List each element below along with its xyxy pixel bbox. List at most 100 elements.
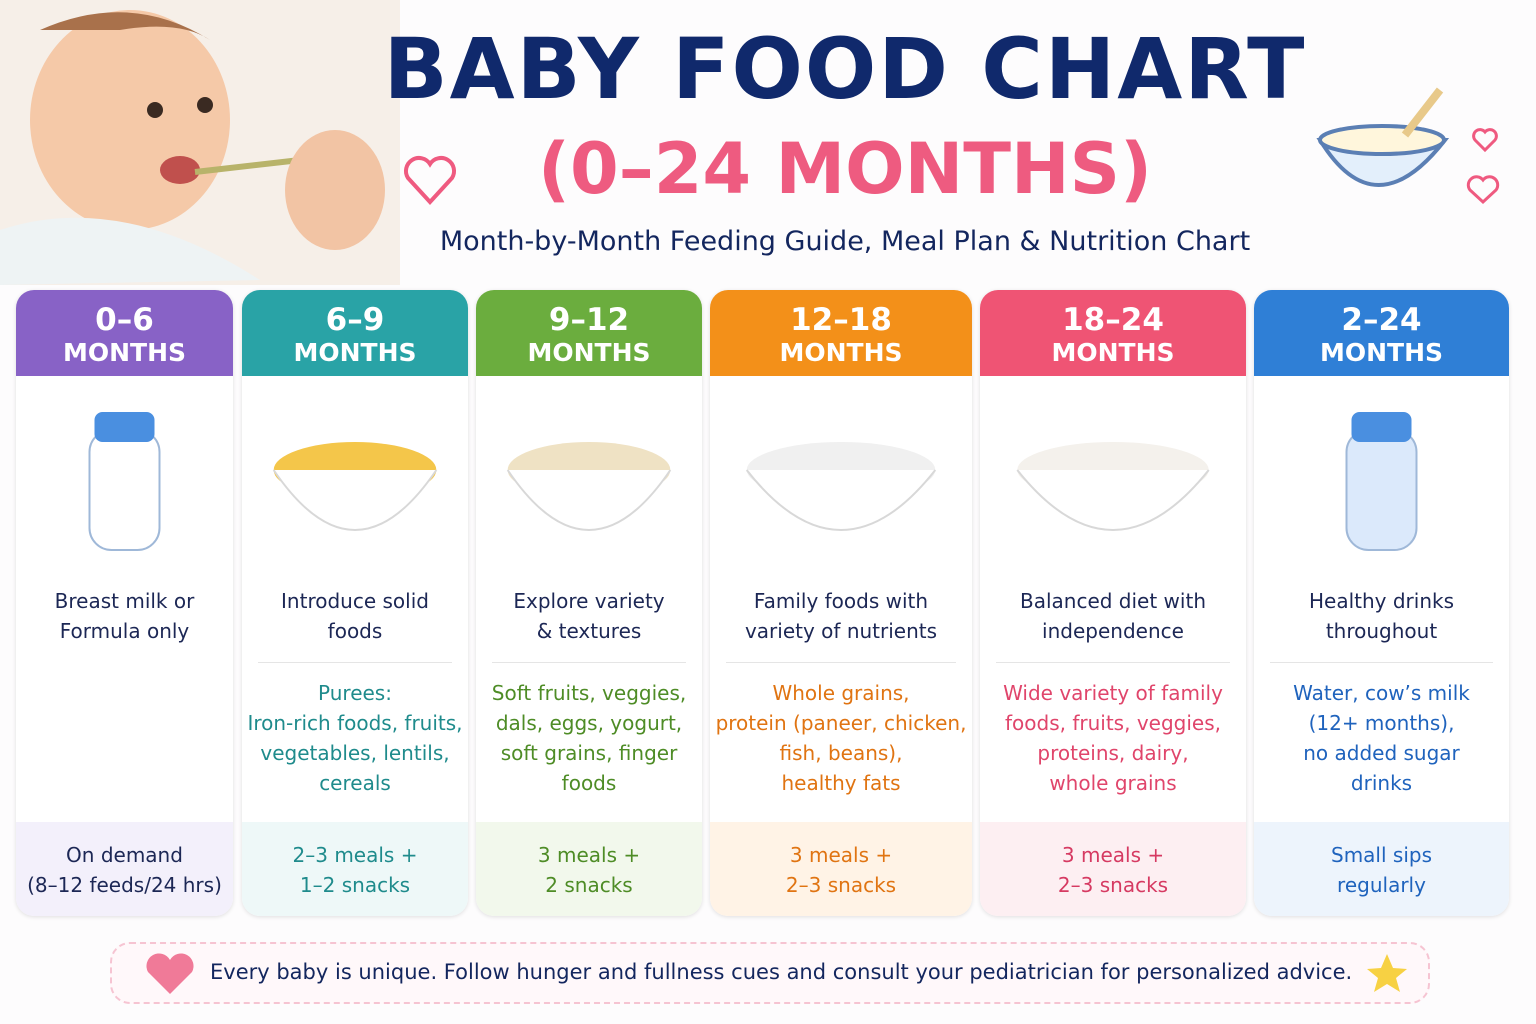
food-illustration — [88, 412, 161, 551]
frequency: 3 meals + 2 snacks — [476, 822, 702, 916]
divider — [492, 662, 686, 663]
summary: Explore variety & textures — [476, 586, 702, 646]
age-unit: MONTHS — [1051, 338, 1175, 367]
age-range: 9–12 — [548, 302, 630, 338]
frequency: 3 meals + 2–3 snacks — [710, 822, 972, 916]
frequency-line: Small sips — [1331, 843, 1432, 867]
summary-line: foods — [327, 619, 383, 643]
details-line: dals, eggs, yogurt, — [495, 711, 683, 735]
baby-illustration — [0, 0, 400, 285]
frequency-line: 2–3 meals + — [292, 843, 418, 867]
details-line: Soft fruits, veggies, — [491, 681, 687, 705]
summary-line: variety of nutrients — [744, 619, 938, 643]
details: Water, cow’s milk (12+ months), no added s… — [1254, 678, 1509, 798]
details-line: proteins, dairy, — [1037, 741, 1189, 765]
age-unit: MONTHS — [779, 338, 903, 367]
details-line: fish, beans), — [779, 741, 903, 765]
details-line: protein (paneer, chicken, — [715, 711, 967, 735]
details: Soft fruits, veggies, dals, eggs, yogurt,… — [476, 678, 702, 798]
summary: Healthy drinks throughout — [1254, 586, 1509, 646]
age-column: 2–24 MONTHS Healthy drinks throughout Water,… — [1254, 290, 1509, 916]
summary-line: throughout — [1325, 619, 1438, 643]
title: BABY FOOD CHART — [383, 20, 1307, 118]
details-line: whole grains — [1049, 771, 1177, 795]
summary-line: Breast milk or — [54, 589, 195, 613]
footer-box — [110, 942, 1430, 1004]
summary: Breast milk or Formula only — [16, 586, 233, 646]
summary-line: Healthy drinks — [1308, 589, 1455, 613]
details-line: (12+ months), — [1308, 711, 1455, 735]
summary-line: & textures — [536, 619, 642, 643]
column-header: 12–18 MONTHS — [710, 290, 972, 376]
frequency-line: regularly — [1337, 873, 1426, 897]
details-line: healthy fats — [781, 771, 901, 795]
column-header: 18–24 MONTHS — [980, 290, 1246, 376]
frequency-line: 3 meals + — [537, 843, 641, 867]
age-unit: MONTHS — [62, 338, 187, 367]
age-column: 18–24 MONTHS Balanced diet with independenc… — [980, 290, 1246, 916]
details: Purees: Iron-rich foods, fruits, vegetable… — [242, 678, 468, 798]
details-line: no added sugar — [1303, 741, 1460, 765]
food-illustration — [272, 442, 438, 531]
summary: Balanced diet with independence — [980, 586, 1246, 646]
age-range: 12–18 — [790, 302, 892, 338]
frequency-line: On demand — [66, 843, 183, 867]
frequency-line: 2 snacks — [545, 873, 633, 897]
frequency-line: 2–3 snacks — [785, 873, 897, 897]
food-illustration — [506, 442, 672, 531]
details-line: drinks — [1350, 771, 1413, 795]
details-line: vegetables, lentils, — [260, 741, 450, 765]
heart-icon — [146, 953, 194, 994]
age-unit: MONTHS — [293, 338, 417, 367]
food-illustration — [1016, 442, 1210, 531]
frequency-line: 2–3 snacks — [1057, 873, 1169, 897]
details-line: Water, cow’s milk — [1293, 681, 1470, 705]
summary-line: independence — [1042, 619, 1184, 643]
frequency: On demand (8–12 feeds/24 hrs) — [16, 822, 233, 916]
age-column: 12–18 MONTHS Family foods with variety of n… — [710, 290, 972, 916]
age-range: 6–9 — [325, 302, 385, 338]
frequency: Small sips regularly — [1254, 822, 1509, 916]
summary-line: Family foods with — [753, 589, 929, 613]
frequency-line: (8–12 feeds/24 hrs) — [27, 873, 222, 897]
frequency: 3 meals + 2–3 snacks — [980, 822, 1246, 916]
column-header: 0–6 MONTHS — [16, 290, 233, 376]
details-line: cereals — [319, 771, 391, 795]
frequency: 2–3 meals + 1–2 snacks — [242, 822, 468, 916]
bowl-illustration — [1316, 87, 1500, 205]
summary-line: Formula only — [59, 619, 190, 643]
column-header: 6–9 MONTHS — [242, 290, 468, 376]
age-range: 18–24 — [1062, 302, 1164, 338]
details-line: Whole grains, — [772, 681, 910, 705]
details: Wide variety of family foods, fruits, veg… — [980, 678, 1246, 798]
subtitle: Month-by-Month Feeding Guide, Meal Plan … — [439, 226, 1251, 257]
age-range: (0–24 MONTHS) — [538, 128, 1152, 210]
frequency-line: 1–2 snacks — [299, 873, 411, 897]
divider — [1270, 662, 1493, 663]
details: Whole grains, protein (paneer, chicken, fi… — [710, 678, 972, 798]
divider — [996, 662, 1230, 663]
details-line: Purees: — [318, 681, 392, 705]
age-range: 0–6 — [95, 302, 154, 338]
summary: Family foods with variety of nutrients — [710, 586, 972, 646]
age-unit: MONTHS — [527, 338, 651, 367]
details-line: foods — [561, 771, 617, 795]
star-icon — [1367, 954, 1407, 992]
age-column: 6–9 MONTHS Introduce solid foods Purees: Iron… — [242, 290, 468, 916]
heart-icon — [404, 156, 456, 205]
details-line: foods, fruits, veggies, — [1005, 711, 1221, 735]
details-line: Iron-rich foods, fruits, — [247, 711, 463, 735]
summary-line: Introduce solid — [281, 589, 429, 613]
age-unit: MONTHS — [1319, 338, 1444, 367]
column-header: 9–12 MONTHS — [476, 290, 702, 376]
summary-line: Balanced diet with — [1019, 589, 1206, 613]
food-illustration — [745, 442, 937, 531]
frequency-line: 3 meals + — [1061, 843, 1165, 867]
summary-line: Explore variety — [513, 589, 665, 613]
details-line: soft grains, finger — [500, 741, 678, 765]
footer-note: Every baby is unique. Follow hunger and … — [210, 960, 1353, 984]
details-line: Wide variety of family — [1003, 681, 1223, 705]
age-column: 9–12 MONTHS Explore variety & textures Soft … — [476, 290, 702, 916]
food-illustration — [1345, 412, 1418, 551]
